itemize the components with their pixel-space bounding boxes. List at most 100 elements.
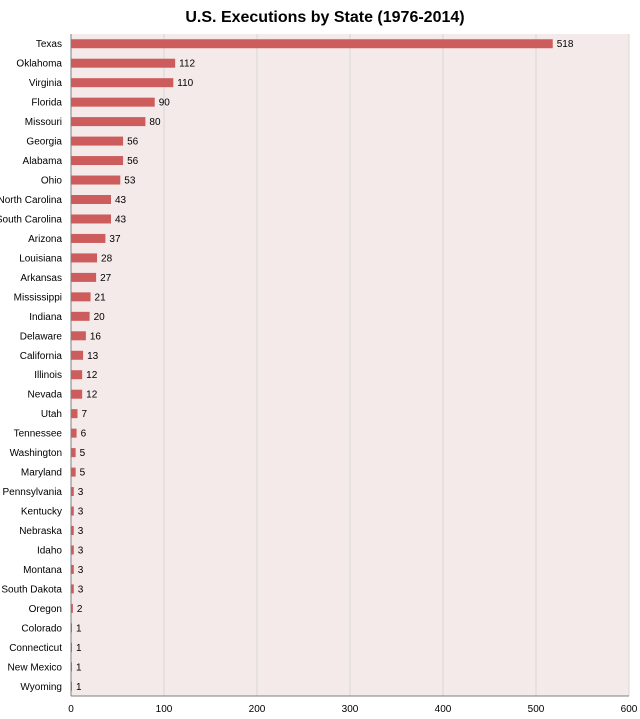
bar [71,642,72,652]
data-label: 110 [177,78,193,89]
category-label: Florida [31,98,62,109]
category-label: Illinois [34,370,62,381]
category-label: Pennsylvania [3,487,63,498]
data-label: 27 [100,273,112,284]
data-label: 1 [76,623,82,634]
data-label: 3 [78,565,84,576]
bar [71,214,111,224]
data-label: 28 [101,253,113,264]
category-label: North Carolina [0,195,62,206]
bar [71,409,78,419]
category-label: Ohio [41,176,63,187]
data-label: 3 [78,487,84,498]
data-label: 43 [115,214,127,225]
grid-lines [163,34,630,696]
category-label: Georgia [26,137,62,148]
data-label: 16 [90,331,102,342]
bar [71,156,124,166]
category-label: Arizona [28,234,62,245]
data-label: 5 [80,448,86,459]
data-label: 2 [77,604,83,615]
category-label: Washington [10,448,62,459]
category-label: California [20,351,63,362]
x-tick-label: 200 [249,704,266,715]
bar [71,506,74,516]
x-tick-label: 500 [528,704,545,715]
bar [71,253,98,263]
data-label: 90 [159,98,171,109]
data-label: 80 [149,117,161,128]
category-label: Maryland [21,468,62,479]
data-label: 1 [76,643,82,654]
category-label: Idaho [37,545,62,556]
category-label: Tennessee [14,429,63,440]
data-label: 12 [86,390,98,401]
data-label: 7 [82,409,88,420]
bar [71,389,83,399]
bar [71,428,77,438]
bar [71,272,97,282]
data-label: 112 [179,59,195,70]
bar [71,487,74,497]
category-label: Colorado [21,623,62,634]
data-label: 56 [127,137,139,148]
bar [71,39,553,49]
bar [71,564,74,574]
bar [71,603,73,613]
data-label: 3 [78,545,84,556]
bar [71,311,90,321]
data-label: 518 [557,39,574,50]
bar [71,662,72,672]
category-label: Texas [36,39,62,50]
bars [71,39,553,691]
value-labels: 5181121109080565653434337282721201613121… [76,39,574,693]
x-tick-labels: 0 100 200 300 400 500 600 [68,704,638,715]
bar [71,58,176,68]
category-label: Delaware [20,331,63,342]
category-label: Kentucky [21,507,62,518]
bar [71,681,72,691]
bar [71,467,76,477]
data-label: 43 [115,195,127,206]
chart-title: U.S. Executions by State (1976-2014) [185,9,464,26]
data-label: 1 [76,662,82,673]
category-label: Missouri [25,117,62,128]
data-label: 3 [78,526,84,537]
category-label: Connecticut [9,643,62,654]
category-label: Wyoming [20,682,62,693]
category-label: Louisiana [19,253,62,264]
data-label: 1 [76,682,82,693]
category-label: Oregon [29,604,62,615]
data-label: 37 [109,234,121,245]
category-label: Nebraska [19,526,62,537]
data-label: 20 [94,312,106,323]
bar [71,350,84,360]
category-label: Indiana [29,312,62,323]
category-label: Montana [23,565,62,576]
data-label: 21 [95,292,107,303]
data-label: 53 [124,176,136,187]
bar [71,584,74,594]
bar [71,233,106,243]
bar [71,526,74,535]
bar [71,97,155,107]
category-label: Virginia [29,78,63,89]
bar [71,292,91,302]
bar [71,136,124,146]
bar [71,78,174,88]
category-label: Alabama [23,156,63,167]
category-label: Utah [41,409,62,420]
data-label: 56 [127,156,139,167]
data-label: 6 [81,429,87,440]
category-label: Nevada [28,390,63,401]
bar [71,448,76,458]
data-label: 3 [78,584,84,595]
data-label: 12 [86,370,98,381]
data-label: 13 [87,351,99,362]
x-tick-label: 400 [435,704,452,715]
category-label: Oklahoma [16,59,62,70]
category-label: New Mexico [8,662,63,673]
data-label: 3 [78,507,84,518]
category-label: Mississippi [14,292,62,303]
data-label: 5 [80,468,86,479]
